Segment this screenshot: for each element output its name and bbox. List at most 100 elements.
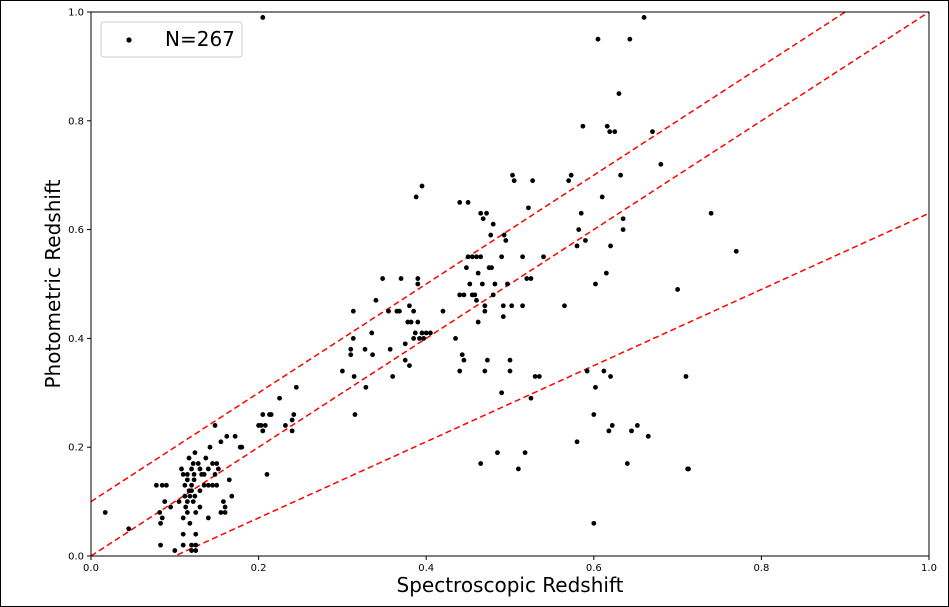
data-point <box>184 477 190 483</box>
data-point <box>683 374 689 379</box>
data-point <box>197 504 203 510</box>
data-point <box>457 292 463 298</box>
data-point <box>226 477 232 483</box>
data-point <box>350 336 356 341</box>
data-point <box>158 520 163 526</box>
data-point <box>492 281 498 287</box>
data-point <box>187 493 193 499</box>
data-point <box>507 357 513 363</box>
data-point <box>186 455 192 461</box>
data-point <box>599 194 605 200</box>
data-point <box>183 504 189 510</box>
data-point <box>380 276 386 281</box>
data-point <box>182 482 188 488</box>
data-point <box>176 499 182 504</box>
data-point <box>500 314 506 320</box>
data-point <box>645 433 651 439</box>
data-point <box>603 270 609 276</box>
data-point <box>591 412 597 417</box>
data-point <box>293 384 299 390</box>
data-point <box>180 515 186 521</box>
data-point <box>162 499 168 504</box>
data-point <box>218 439 224 445</box>
data-point <box>189 548 194 553</box>
data-point <box>102 510 108 515</box>
data-point <box>168 504 174 510</box>
data-point <box>472 292 478 298</box>
y-tick-label: 0.2 <box>68 443 84 454</box>
plot-frame <box>90 11 930 557</box>
reference-line-0 <box>91 12 929 556</box>
y-tick-label: 0.0 <box>68 552 84 563</box>
y-tick-label: 0.6 <box>68 225 84 236</box>
data-point <box>193 548 199 553</box>
data-point <box>283 423 288 428</box>
data-point <box>264 472 270 477</box>
data-point <box>182 493 188 499</box>
data-point <box>479 281 485 287</box>
data-point <box>172 548 178 553</box>
data-point <box>214 461 220 466</box>
data-point <box>478 254 484 260</box>
data-point <box>478 461 484 466</box>
data-point <box>591 520 597 526</box>
data-point <box>459 352 465 358</box>
data-point <box>510 172 515 178</box>
data-point <box>351 374 357 379</box>
data-point <box>474 297 479 303</box>
data-point <box>469 254 475 260</box>
data-point <box>415 319 421 325</box>
data-point <box>641 15 647 20</box>
x-tick-label: 1.0 <box>921 563 937 574</box>
data-point <box>197 466 203 472</box>
data-points <box>102 15 739 553</box>
x-tick-label: 0.0 <box>83 563 99 574</box>
data-point <box>609 423 615 428</box>
data-point <box>500 303 506 309</box>
data-point <box>197 488 203 494</box>
data-point <box>503 238 509 243</box>
data-point <box>464 265 469 271</box>
data-point <box>348 346 354 352</box>
data-point <box>192 450 198 456</box>
data-point <box>362 346 368 352</box>
data-point <box>495 450 500 456</box>
data-point <box>624 461 630 466</box>
data-point <box>576 227 582 233</box>
reference-line-1 <box>91 12 847 503</box>
data-point <box>686 466 691 472</box>
data-point <box>629 428 634 434</box>
data-point <box>520 303 525 309</box>
data-point <box>490 221 496 227</box>
data-point <box>396 308 402 314</box>
data-point <box>411 336 417 341</box>
data-point <box>490 292 496 298</box>
data-point <box>457 368 463 374</box>
data-point <box>427 330 433 336</box>
data-point <box>190 499 196 504</box>
data-point <box>390 374 396 379</box>
data-point <box>421 336 427 341</box>
data-point <box>675 287 680 292</box>
data-point <box>262 423 268 428</box>
data-point <box>363 384 369 390</box>
y-axis-title: Photometric Redshift <box>41 179 65 388</box>
data-point <box>222 504 228 510</box>
data-point <box>457 200 463 205</box>
data-point <box>634 423 640 428</box>
data-point <box>475 270 481 276</box>
data-point <box>207 444 213 450</box>
data-point <box>532 374 538 379</box>
data-point <box>184 510 190 515</box>
data-point <box>289 417 295 423</box>
data-point <box>193 542 199 548</box>
data-point <box>474 254 479 260</box>
data-point <box>260 412 266 417</box>
data-point <box>524 276 530 281</box>
data-point <box>258 423 264 428</box>
data-point <box>580 123 586 129</box>
data-point <box>593 384 598 390</box>
data-point <box>612 129 618 135</box>
data-point <box>606 428 612 434</box>
data-point <box>291 412 297 417</box>
